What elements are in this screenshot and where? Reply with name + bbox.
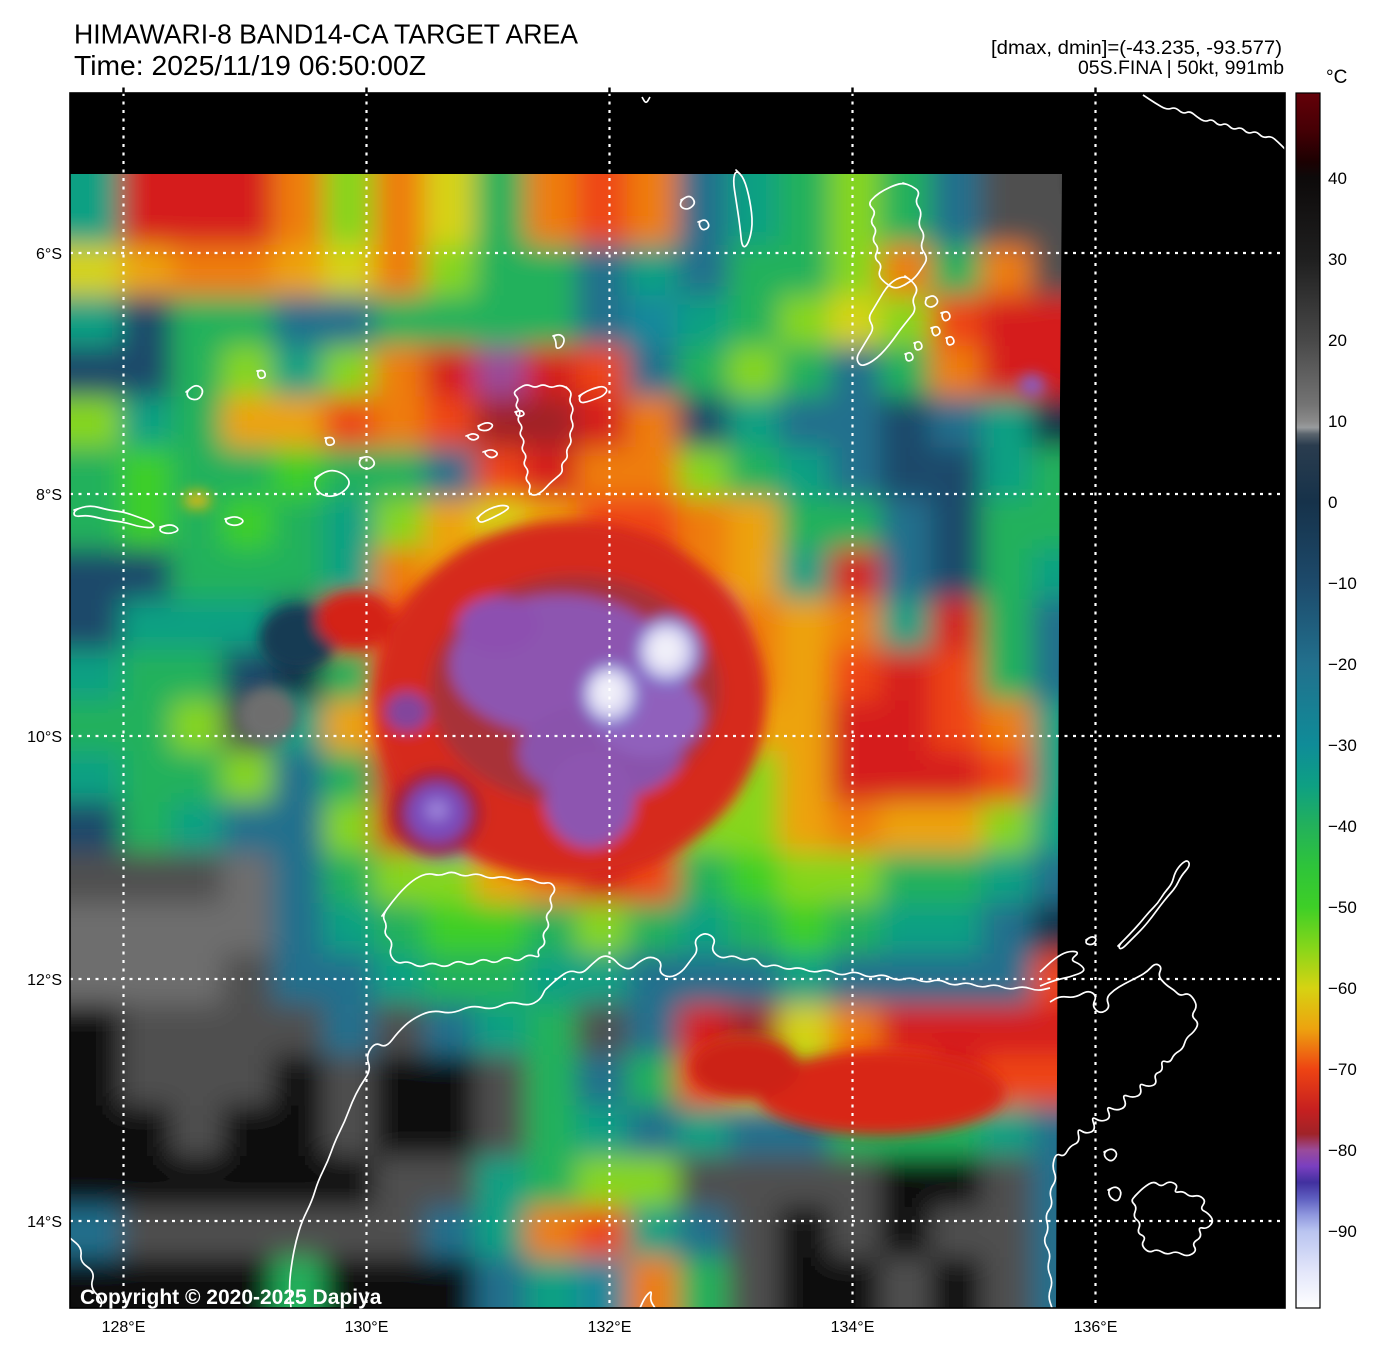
- svg-text:−90: −90: [1328, 1222, 1357, 1241]
- svg-text:134°E: 134°E: [831, 1319, 875, 1336]
- svg-text:05S.FINA | 50kt, 991mb: 05S.FINA | 50kt, 991mb: [1078, 58, 1284, 79]
- svg-text:40: 40: [1328, 169, 1347, 188]
- svg-text:°C: °C: [1326, 67, 1347, 88]
- svg-text:30: 30: [1328, 250, 1347, 269]
- svg-text:[dmax, dmin]=(-43.235, -93.577: [dmax, dmin]=(-43.235, -93.577): [991, 38, 1282, 59]
- svg-text:Time: 2025/11/19 06:50:00Z: Time: 2025/11/19 06:50:00Z: [74, 50, 426, 81]
- svg-text:20: 20: [1328, 331, 1347, 350]
- svg-text:−80: −80: [1328, 1141, 1357, 1160]
- svg-text:0: 0: [1328, 493, 1337, 512]
- svg-text:10: 10: [1328, 412, 1347, 431]
- svg-text:−20: −20: [1328, 655, 1357, 674]
- svg-text:−70: −70: [1328, 1060, 1357, 1079]
- svg-text:−10: −10: [1328, 574, 1357, 593]
- svg-text:10°S: 10°S: [27, 729, 62, 746]
- svg-text:136°E: 136°E: [1074, 1319, 1118, 1336]
- svg-text:130°E: 130°E: [345, 1319, 389, 1336]
- svg-text:Copyright © 2020-2025 Dapiya: Copyright © 2020-2025 Dapiya: [80, 1286, 382, 1309]
- svg-text:−60: −60: [1328, 979, 1357, 998]
- svg-text:6°S: 6°S: [36, 246, 62, 263]
- svg-text:12°S: 12°S: [27, 972, 62, 989]
- svg-text:14°S: 14°S: [27, 1214, 62, 1231]
- svg-text:132°E: 132°E: [588, 1319, 632, 1336]
- svg-text:128°E: 128°E: [102, 1319, 146, 1336]
- svg-text:HIMAWARI-8 BAND14-CA TARGET AR: HIMAWARI-8 BAND14-CA TARGET AREA: [74, 19, 579, 50]
- svg-text:8°S: 8°S: [36, 487, 62, 504]
- svg-text:−50: −50: [1328, 898, 1357, 917]
- svg-text:−40: −40: [1328, 817, 1357, 836]
- svg-text:−30: −30: [1328, 736, 1357, 755]
